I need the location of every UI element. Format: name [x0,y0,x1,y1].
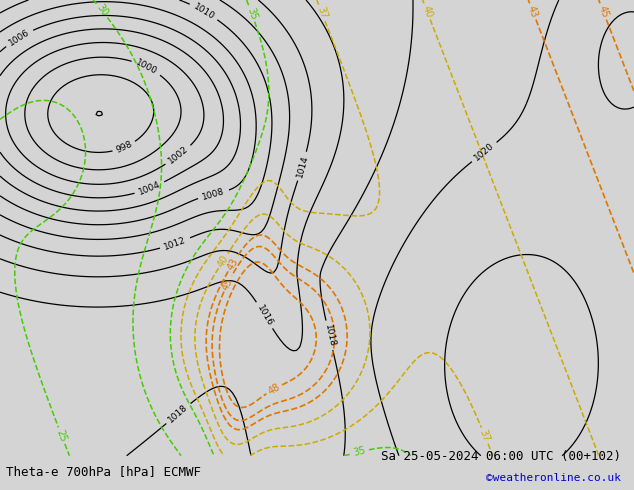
Text: 1006: 1006 [7,27,31,48]
Text: 1002: 1002 [167,145,190,166]
Text: 1004: 1004 [138,180,162,197]
Text: Sa 25-05-2024 06:00 UTC (00+102): Sa 25-05-2024 06:00 UTC (00+102) [381,450,621,463]
Text: 1018: 1018 [167,402,190,424]
Text: 1018: 1018 [323,323,336,347]
Text: ©weatheronline.co.uk: ©weatheronline.co.uk [486,473,621,483]
Text: 1010: 1010 [191,1,216,21]
Text: Theta-e 700hPa [hPa] ECMWF: Theta-e 700hPa [hPa] ECMWF [6,465,202,478]
Text: 43: 43 [526,4,540,19]
Text: 1000: 1000 [134,58,159,76]
Text: 37: 37 [478,428,491,443]
Text: 45: 45 [597,4,610,19]
Text: 1012: 1012 [163,235,188,251]
Text: 48: 48 [266,382,282,396]
Text: 43: 43 [225,256,240,271]
Text: 1020: 1020 [472,141,496,163]
Text: 30: 30 [94,2,110,19]
Text: 1014: 1014 [295,154,309,178]
Text: 998: 998 [115,140,134,155]
Text: 40: 40 [420,4,434,19]
Text: 40: 40 [216,253,231,269]
Text: 1008: 1008 [201,186,226,201]
Text: 25: 25 [55,428,68,443]
Text: 35: 35 [353,445,367,458]
Text: 1016: 1016 [255,303,274,327]
Text: 37: 37 [315,5,328,21]
Text: 45: 45 [221,276,235,292]
Text: 35: 35 [245,6,259,21]
